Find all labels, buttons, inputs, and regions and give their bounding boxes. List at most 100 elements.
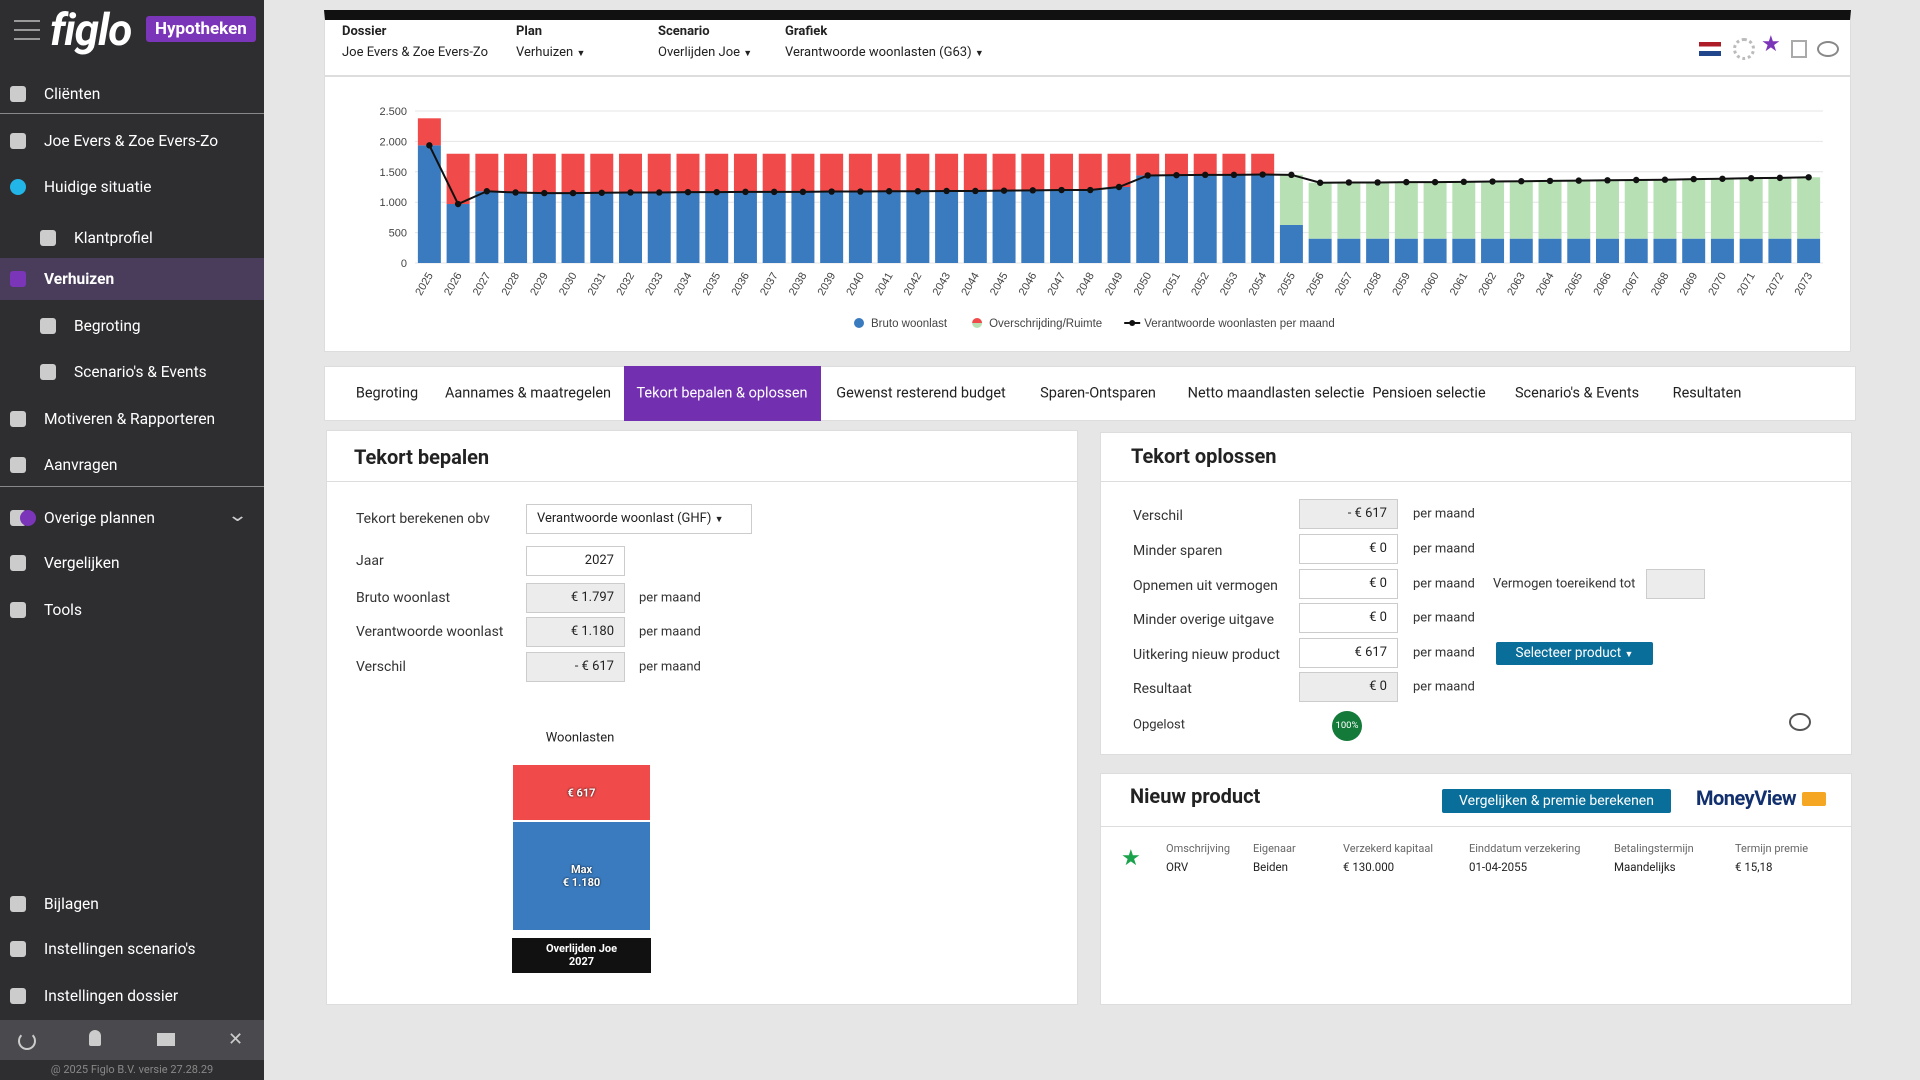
button[interactable]: Selecteer product ▼ (1496, 642, 1653, 665)
column-value: ORV (1166, 860, 1189, 874)
unit-label: per maand (1413, 645, 1475, 661)
nav-item[interactable]: Tools (0, 589, 264, 631)
line-marker (512, 189, 519, 196)
favorite-star[interactable]: ★ (1121, 846, 1141, 871)
bar (1682, 179, 1706, 239)
x-tick-label: 2057 (1333, 271, 1356, 298)
line-marker (1575, 177, 1582, 184)
header-value[interactable]: Verantwoorde woonlasten (G63) ▼ (785, 45, 984, 60)
input-field[interactable]: € 617 (1299, 638, 1398, 668)
input-field[interactable] (1646, 569, 1705, 599)
user-icon[interactable] (89, 1030, 101, 1046)
input-field[interactable]: € 0 (1299, 603, 1398, 633)
nav-item[interactable]: Scenario's & Events (0, 351, 264, 393)
nav-item[interactable]: Joe Evers & Zoe Evers-Zo (0, 120, 264, 162)
nav-item[interactable]: Verhuizen (0, 258, 264, 300)
tab[interactable]: Aannames & maatregelen (444, 384, 612, 402)
logo: figlo (50, 4, 132, 56)
nav-item[interactable]: Klantprofiel (0, 217, 264, 259)
x-tick-label: 2063 (1505, 271, 1528, 298)
bar (1595, 238, 1619, 263)
nav-icon (10, 896, 26, 912)
tab[interactable]: Gewenst resterend budget (836, 384, 1006, 402)
nav-item[interactable]: Instellingen dossier (0, 975, 264, 1017)
eye-icon[interactable] (1817, 41, 1839, 57)
chart: 0 500 1.000 1.500 2.000 2.500 2025 2026 2027 2028… (379, 106, 1823, 330)
column-label: Verzekerd kapitaal (1343, 842, 1434, 855)
menu-icon[interactable] (14, 20, 40, 40)
legend-swatch (854, 318, 864, 328)
line-marker (828, 188, 835, 195)
x-tick-label: 2049 (1103, 271, 1126, 298)
bar (877, 153, 901, 192)
line-marker (569, 189, 577, 197)
bar (1768, 177, 1792, 239)
column-value: Maandelijks (1614, 860, 1676, 874)
nav-label: Joe Evers & Zoe Evers-Zo (44, 132, 219, 150)
star-icon[interactable]: ★ (1761, 32, 1781, 57)
nav-item[interactable]: Huidige situatie (0, 166, 264, 208)
tab[interactable]: Pensioen selectie (1372, 384, 1486, 402)
tools-icon[interactable]: ✕ (228, 1029, 244, 1050)
line-marker (1403, 178, 1410, 186)
input-field: - € 617 (1299, 499, 1398, 529)
tab[interactable]: Scenario's & Events (1514, 384, 1640, 402)
nav-item[interactable]: Motiveren & Rapporteren (0, 398, 264, 440)
header-value[interactable]: Verhuizen ▼ (516, 45, 586, 60)
unit-label: per maand (1413, 541, 1475, 557)
comment-icon[interactable] (1789, 713, 1811, 731)
line-marker (483, 188, 491, 195)
x-tick-label: 2071 (1735, 271, 1758, 298)
bar (1768, 238, 1792, 263)
bottom-toolbar: ✕ (0, 1020, 264, 1060)
nav-icon (20, 510, 36, 526)
flag-icon[interactable] (1699, 42, 1721, 56)
divider (1101, 481, 1851, 482)
tab[interactable]: Sparen-Ontsparen (1040, 384, 1156, 402)
bar (532, 193, 556, 263)
copy-icon[interactable] (1791, 40, 1807, 58)
y-tick-label: 0 (401, 258, 407, 270)
x-tick-label: 2046 (1017, 271, 1040, 298)
settings-icon[interactable] (1733, 38, 1755, 60)
field-label: Opnemen uit vermogen (1133, 578, 1278, 594)
header-label: Plan (516, 24, 543, 39)
input-field[interactable]: € 0 (1299, 569, 1398, 599)
dropdown[interactable]: Verantwoorde woonlast (GHF) ▼ (526, 504, 752, 534)
nav-item[interactable]: Vergelijken (0, 542, 264, 584)
tab[interactable]: Begroting (355, 384, 419, 402)
power-icon[interactable] (18, 1032, 36, 1050)
line-marker (1489, 178, 1496, 185)
line-marker (627, 189, 634, 196)
bar (1136, 153, 1160, 176)
line-marker (1747, 174, 1755, 182)
bar (1164, 175, 1188, 263)
bar (791, 191, 815, 263)
bar (1682, 238, 1706, 263)
button[interactable]: Vergelijken & premie berekenen (1442, 789, 1671, 813)
nav-item[interactable]: Bijlagen (0, 883, 264, 925)
nav-item[interactable]: Cliënten (0, 73, 264, 115)
bar (963, 153, 987, 191)
bar (1021, 190, 1045, 263)
input-field[interactable]: 2027 (526, 546, 625, 576)
mail-icon[interactable] (157, 1033, 175, 1046)
column-label: Omschrijving (1166, 842, 1230, 855)
nav-item[interactable]: Begroting (0, 305, 264, 347)
x-tick-label: 2048 (1074, 271, 1097, 298)
tab[interactable]: Netto maandlasten selectie (1187, 384, 1365, 402)
nav-item[interactable]: Aanvragen (0, 444, 264, 486)
nav-item[interactable]: Overige plannen ⌄ (0, 497, 264, 539)
bar (561, 153, 585, 194)
header-value[interactable]: Overlijden Joe ▼ (658, 45, 753, 60)
input-field: € 0 (1299, 672, 1398, 702)
tab[interactable]: Tekort bepalen & oplossen (636, 384, 808, 402)
nav-item[interactable]: Instellingen scenario's (0, 928, 264, 970)
input-field[interactable]: € 0 (1299, 534, 1398, 564)
header-bar: ★ (324, 10, 1851, 76)
bar (1567, 238, 1591, 263)
line-marker (1173, 171, 1180, 179)
tab[interactable]: Resultaten (1672, 384, 1742, 402)
column-label: Termijn premie (1735, 842, 1809, 855)
